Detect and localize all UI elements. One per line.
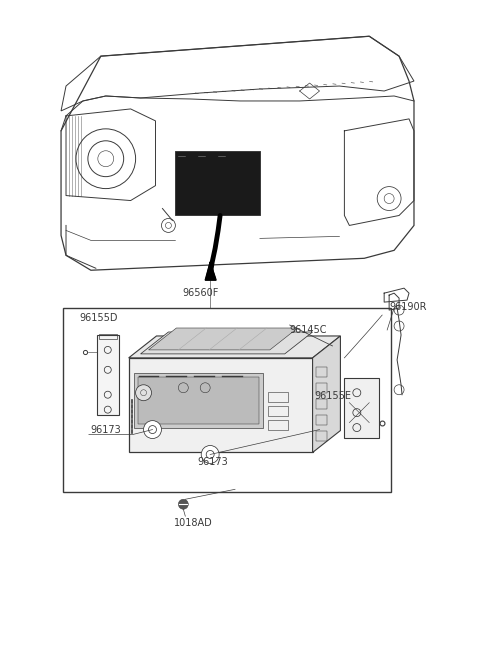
Bar xyxy=(97,335,119,415)
Text: 96560F: 96560F xyxy=(182,288,218,298)
Polygon shape xyxy=(148,328,298,350)
Bar xyxy=(129,358,312,453)
Circle shape xyxy=(136,385,152,401)
Bar xyxy=(175,151,260,215)
Bar xyxy=(315,382,327,393)
Text: 1018AD: 1018AD xyxy=(174,518,213,528)
Polygon shape xyxy=(312,336,340,453)
Text: 96145C: 96145C xyxy=(290,325,327,335)
Bar xyxy=(268,392,288,401)
Bar xyxy=(138,377,259,424)
Circle shape xyxy=(179,499,188,509)
Bar xyxy=(315,367,327,377)
Text: 96190R: 96190R xyxy=(389,302,427,312)
Bar xyxy=(133,373,263,428)
Bar xyxy=(268,405,288,416)
Circle shape xyxy=(144,420,161,438)
Polygon shape xyxy=(206,262,215,278)
Bar xyxy=(315,415,327,424)
Text: 96155E: 96155E xyxy=(314,391,351,401)
Polygon shape xyxy=(205,262,216,280)
Bar xyxy=(315,430,327,441)
Polygon shape xyxy=(141,332,312,354)
Bar xyxy=(63,308,391,492)
Text: 96155D: 96155D xyxy=(79,313,118,323)
Text: 96173: 96173 xyxy=(91,424,121,434)
Bar xyxy=(268,420,288,430)
Polygon shape xyxy=(129,336,340,358)
Circle shape xyxy=(201,445,219,463)
Bar xyxy=(315,399,327,409)
Text: 96173: 96173 xyxy=(198,457,228,468)
Bar xyxy=(344,378,379,438)
Bar xyxy=(99,334,117,339)
